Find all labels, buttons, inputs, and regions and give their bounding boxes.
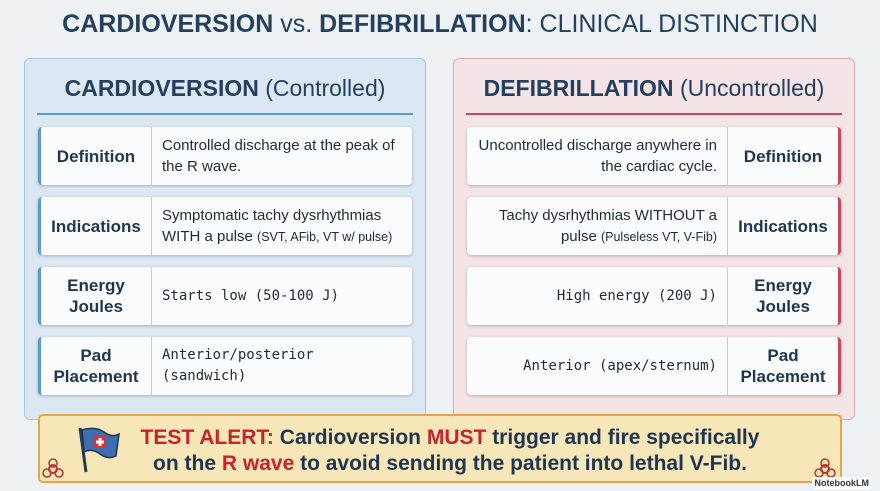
row-card: Indications Symptomatic tachy dysrhythmia…	[38, 197, 412, 255]
flag-icon	[78, 427, 120, 473]
row-text: Symptomatic tachy dysrhythmias WITH a pu…	[152, 205, 412, 248]
alert-part: MUST	[426, 426, 487, 449]
row-card: Definition Uncontrolled discharge anywher…	[467, 127, 841, 185]
title-part: vs.	[280, 10, 313, 38]
alert-part: on the	[153, 452, 217, 475]
qualifier: (Uncontrolled)	[679, 75, 825, 101]
row-text: Controlled discharge at the peak of the …	[152, 135, 412, 177]
defibrillation-panel: DEFIBRILLATION (Uncontrolled) Definition…	[453, 58, 855, 420]
page-title: CARDIOVERSION vs. DEFIBRILLATION: CLINIC…	[0, 10, 880, 39]
alert-part: to avoid sending the patient into lethal…	[300, 452, 747, 475]
row-text: Tachy dysrhythmias WITHOUT a pulse (Puls…	[467, 205, 727, 248]
row-label: Energy Joules	[41, 267, 152, 325]
row-label: Pad Placement	[727, 337, 838, 395]
row-text: Anterior/posterior (sandwich)	[152, 345, 412, 387]
title-part: : CLINICAL DISTINCTION	[525, 10, 818, 38]
heading-rule	[37, 113, 413, 115]
row-label: Definition	[41, 127, 152, 185]
row-text-main: Starts low (50-100 J)	[162, 287, 340, 304]
row-text-main: High energy (200 J)	[556, 287, 717, 304]
alert-part: TEST ALERT:	[140, 426, 274, 449]
panel-heading: CARDIOVERSION (Controlled)	[25, 75, 425, 102]
qualifier: (Controlled)	[265, 75, 386, 101]
row-text-main: Symptomatic tachy dysrhythmias WITH a pu…	[162, 206, 382, 245]
panel-heading: DEFIBRILLATION (Uncontrolled)	[454, 75, 854, 102]
row-text: Starts low (50-100 J)	[152, 286, 412, 307]
alert-part: Cardioversion	[279, 426, 421, 449]
row-text: High energy (200 J)	[467, 286, 727, 307]
heading-rule	[466, 113, 842, 115]
alert-text: TEST ALERT: Cardioversion MUST trigger a…	[100, 425, 800, 477]
row-card: Energy Joules High energy (200 J)	[467, 267, 841, 325]
title-part: DEFIBRILLATION	[319, 10, 526, 38]
row-card: Indications Tachy dysrhythmias WITHOUT a …	[467, 197, 841, 255]
row-label: Energy Joules	[727, 267, 838, 325]
row-text-main: Anterior/posterior (sandwich)	[162, 347, 314, 384]
row-card: Energy Joules Starts low (50-100 J)	[38, 267, 412, 325]
biohazard-icon	[42, 458, 64, 478]
alert-part: trigger and fire specifically	[492, 426, 760, 449]
test-alert: TEST ALERT: Cardioversion MUST trigger a…	[38, 414, 842, 483]
cardioversion-panel: CARDIOVERSION (Controlled) Definition Con…	[24, 58, 426, 420]
row-card: Definition Controlled discharge at the pe…	[38, 127, 412, 185]
row-text-main: Tachy dysrhythmias WITHOUT a pulse	[498, 206, 717, 245]
row-note: (SVT, AFib, VT w/ pulse)	[257, 229, 393, 244]
row-label: Indications	[727, 197, 838, 255]
heading: DEFIBRILLATION	[483, 75, 674, 101]
row-label: Indications	[41, 197, 152, 255]
row-text: Anterior (apex/sternum)	[467, 356, 727, 377]
alert-part: R wave	[221, 452, 295, 475]
row-text-main: Anterior (apex/sternum)	[523, 357, 717, 374]
row-label: Pad Placement	[41, 337, 152, 395]
row-text: Uncontrolled discharge anywhere in the c…	[467, 135, 727, 177]
heading: CARDIOVERSION	[64, 75, 259, 101]
row-note: (Pulseless VT, V-Fib)	[600, 229, 717, 244]
row-text-main: Controlled discharge at the peak of the …	[162, 137, 395, 175]
watermark: NotebookLM	[811, 477, 872, 489]
title-part: CARDIOVERSION	[62, 10, 274, 38]
row-card: Pad Placement Anterior/posterior (sandwic…	[38, 337, 412, 395]
row-card: Pad Placement Anterior (apex/sternum)	[467, 337, 841, 395]
row-label: Definition	[727, 127, 838, 185]
row-text-main: Uncontrolled discharge anywhere in the c…	[478, 137, 717, 175]
